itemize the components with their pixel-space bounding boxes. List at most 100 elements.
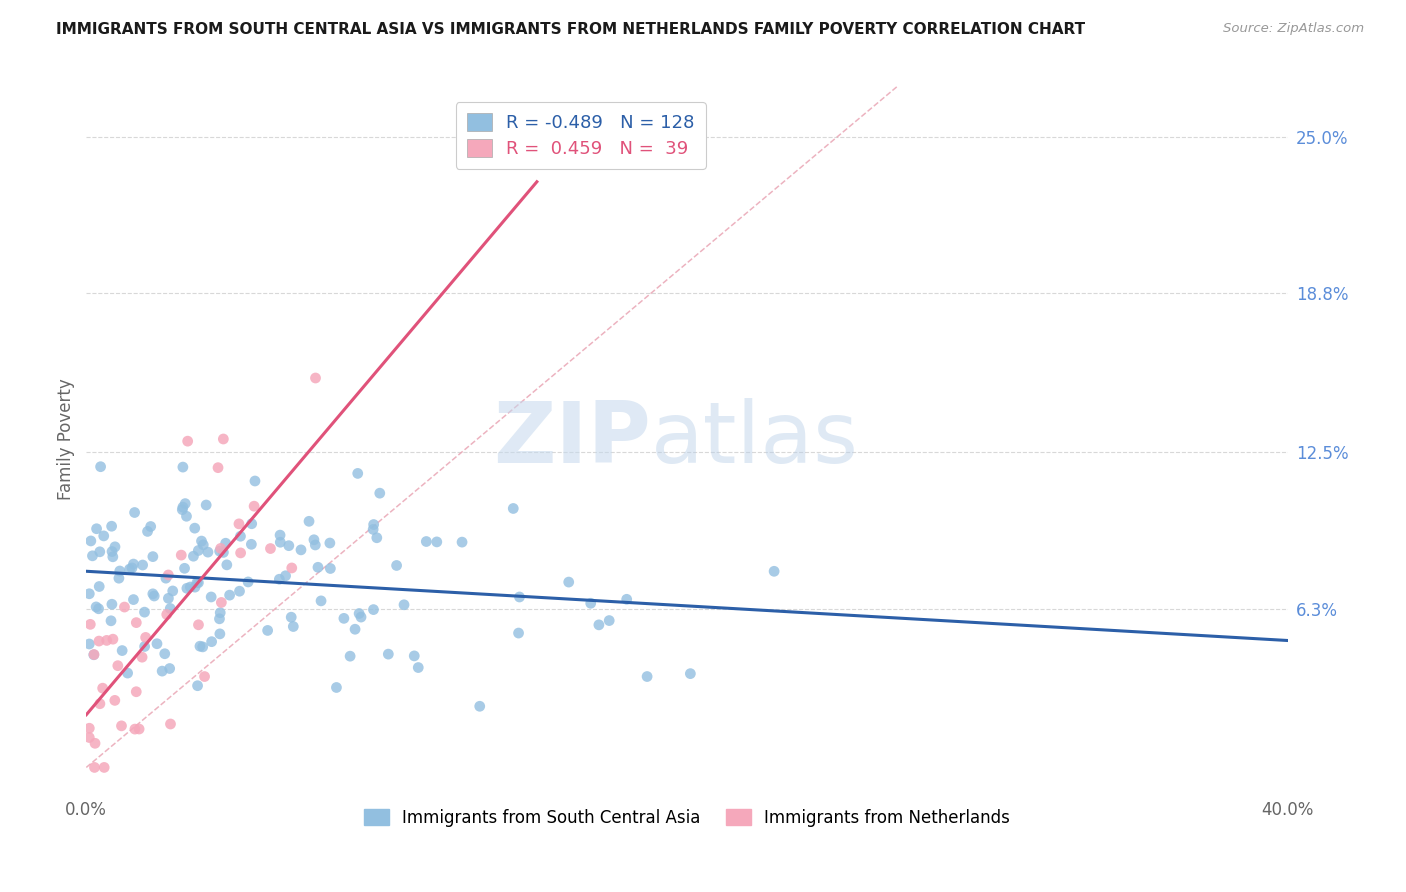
Point <box>256 624 278 638</box>
Text: ZIP: ZIP <box>494 398 651 481</box>
Point <box>134 605 156 619</box>
Point <box>187 543 209 558</box>
Point <box>187 575 209 590</box>
Point <box>172 500 194 515</box>
Point <box>290 542 312 557</box>
Point <box>302 533 325 547</box>
Point <box>156 607 179 622</box>
Point <box>122 592 145 607</box>
Point <box>83 648 105 662</box>
Point <box>368 486 391 500</box>
Point <box>404 648 426 663</box>
Point <box>87 601 110 615</box>
Point <box>259 541 281 556</box>
Point <box>309 594 332 608</box>
Point <box>110 719 132 733</box>
Point <box>90 459 112 474</box>
Point <box>283 619 305 633</box>
Point <box>228 584 250 599</box>
Point <box>108 564 131 578</box>
Point <box>104 693 127 707</box>
Point <box>193 538 215 552</box>
Point <box>183 549 205 564</box>
Point <box>193 669 215 683</box>
Point <box>176 509 198 524</box>
Point <box>131 650 153 665</box>
Point <box>236 574 259 589</box>
Point <box>319 536 342 550</box>
Point <box>325 681 347 695</box>
Point <box>134 640 156 654</box>
Point <box>274 568 297 582</box>
Point <box>125 615 148 630</box>
Point <box>118 562 141 576</box>
Point <box>170 548 193 562</box>
Point <box>187 679 209 693</box>
Point <box>159 717 181 731</box>
Point <box>135 631 157 645</box>
Text: IMMIGRANTS FROM SOUTH CENTRAL ASIA VS IMMIGRANTS FROM NETHERLANDS FAMILY POVERTY: IMMIGRANTS FROM SOUTH CENTRAL ASIA VS IM… <box>56 22 1085 37</box>
Point <box>218 588 240 602</box>
Point <box>197 545 219 559</box>
Point <box>209 595 232 609</box>
Point <box>84 599 107 614</box>
Point <box>361 523 384 537</box>
Point <box>339 649 361 664</box>
Point <box>108 571 131 585</box>
Point <box>122 557 145 571</box>
Point <box>142 549 165 564</box>
Point <box>333 611 356 625</box>
Point <box>616 592 638 607</box>
Point <box>104 540 127 554</box>
Point <box>195 498 218 512</box>
Point <box>385 558 408 573</box>
Point <box>208 627 231 641</box>
Point <box>184 521 207 535</box>
Point <box>96 633 118 648</box>
Point <box>269 528 291 542</box>
Point <box>155 571 177 585</box>
Point <box>350 610 373 624</box>
Point <box>363 602 385 616</box>
Point <box>468 699 491 714</box>
Point <box>557 575 579 590</box>
Point <box>101 597 124 611</box>
Point <box>117 666 139 681</box>
Point <box>83 760 105 774</box>
Point <box>366 531 388 545</box>
Point <box>172 460 194 475</box>
Point <box>124 506 146 520</box>
Point <box>215 558 238 572</box>
Point <box>598 614 620 628</box>
Point <box>139 519 162 533</box>
Point <box>89 697 111 711</box>
Point <box>93 529 115 543</box>
Point <box>107 658 129 673</box>
Point <box>304 538 326 552</box>
Point <box>111 643 134 657</box>
Point <box>121 561 143 575</box>
Point <box>451 535 474 549</box>
Point <box>406 660 429 674</box>
Point <box>207 460 229 475</box>
Point <box>229 546 252 560</box>
Point <box>176 434 198 449</box>
Point <box>86 522 108 536</box>
Point <box>212 545 235 559</box>
Point <box>159 601 181 615</box>
Point <box>80 533 103 548</box>
Point <box>208 612 231 626</box>
Point <box>89 545 111 559</box>
Point <box>176 582 198 596</box>
Point <box>101 632 124 647</box>
Point <box>162 584 184 599</box>
Point <box>307 560 329 574</box>
Point <box>209 606 232 620</box>
Point <box>229 529 252 543</box>
Point <box>124 722 146 736</box>
Point <box>157 591 180 606</box>
Point <box>79 637 101 651</box>
Point <box>101 544 124 558</box>
Point <box>679 666 702 681</box>
Point <box>128 722 150 736</box>
